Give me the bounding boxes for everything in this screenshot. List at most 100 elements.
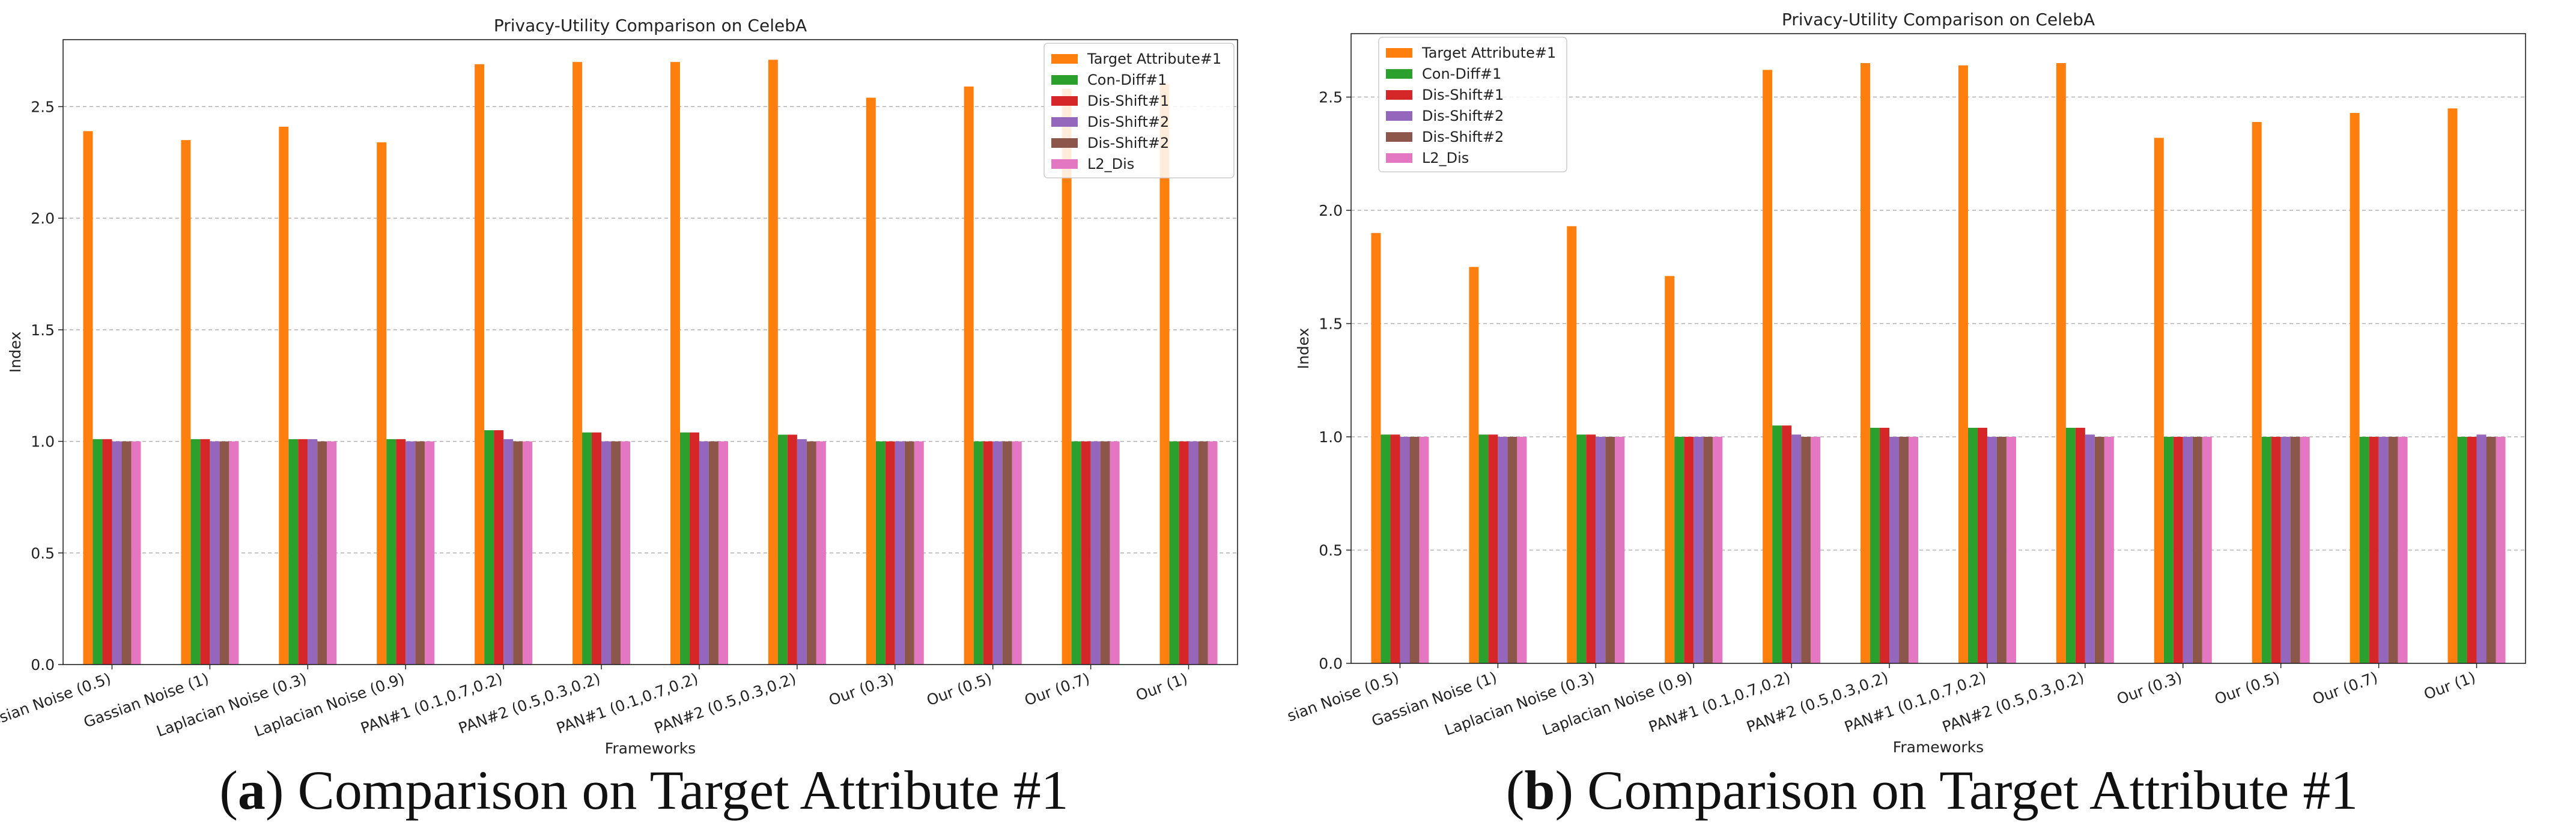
chart-b-svg: Privacy-Utility Comparison on CelebA 0.0 0… <box>1288 10 2526 756</box>
y-tick-label: 1.0 <box>31 433 55 451</box>
bar <box>1419 437 1429 663</box>
bar <box>102 439 112 665</box>
bar <box>1763 70 1773 664</box>
legend-swatch <box>1386 132 1412 142</box>
bar <box>2085 434 2095 663</box>
bar <box>1400 437 1410 663</box>
bar <box>1198 441 1208 665</box>
bar <box>1110 441 1120 665</box>
bar <box>2359 437 2369 663</box>
bar <box>582 432 592 665</box>
bar <box>2476 434 2486 663</box>
bar <box>1390 434 1400 663</box>
bar <box>914 441 924 665</box>
bar <box>2065 427 2076 663</box>
bar <box>1596 437 1606 663</box>
bar <box>1674 437 1684 663</box>
x-tick-label: Our (0.7) <box>1022 669 1092 709</box>
bar <box>1381 434 1391 663</box>
bar <box>777 434 788 665</box>
bar <box>1987 437 1997 663</box>
y-tick-label: 0.5 <box>31 544 55 562</box>
bar <box>484 430 494 665</box>
bar <box>1713 437 1723 663</box>
bar <box>2369 437 2379 663</box>
caption-b-label: b <box>1524 759 1555 821</box>
bar <box>1967 427 1978 663</box>
x-tick-label: Our (1) <box>2422 668 2478 703</box>
bar <box>1062 88 1072 665</box>
y-tick-label: 2.0 <box>31 210 55 227</box>
bar <box>904 441 914 665</box>
bar <box>573 62 583 665</box>
bar <box>523 441 533 665</box>
bar <box>1090 441 1101 665</box>
bar <box>806 441 816 665</box>
legend-swatch <box>1386 90 1412 100</box>
bar <box>513 441 523 665</box>
plot-frame <box>62 39 1238 665</box>
bar <box>1469 267 1479 663</box>
bar <box>1909 437 1919 663</box>
bar <box>1159 84 1170 665</box>
y-tick-label: 2.5 <box>31 98 55 115</box>
chart-title: Privacy-Utility Comparison on CelebA <box>494 16 807 35</box>
bar <box>210 441 220 665</box>
bar <box>885 441 895 665</box>
legend-swatch <box>1051 159 1078 169</box>
bar <box>503 439 514 665</box>
caption-a-label: a <box>237 759 266 821</box>
bar <box>200 439 210 665</box>
bar <box>787 434 797 665</box>
legend-box <box>1043 43 1235 178</box>
bar <box>670 62 680 665</box>
bar <box>689 432 699 665</box>
bar <box>1488 434 1498 663</box>
bar <box>494 430 504 665</box>
bar <box>1889 437 1900 663</box>
bar <box>973 441 983 665</box>
bar <box>2183 437 2193 663</box>
bar <box>406 441 416 665</box>
bar <box>327 441 337 665</box>
plot-frame <box>1350 33 2526 664</box>
bar <box>415 441 425 665</box>
bar <box>1958 65 1968 663</box>
bar <box>475 64 485 665</box>
bar <box>112 441 122 665</box>
bar <box>2290 437 2300 663</box>
bar <box>1684 437 1694 663</box>
bar <box>1615 437 1625 663</box>
legend-label: Dis-Shift#2 <box>1422 129 1504 145</box>
bar <box>601 441 612 665</box>
bar <box>190 439 201 665</box>
bar <box>219 441 229 665</box>
legend-swatch <box>1051 117 1078 127</box>
bar <box>2006 437 2016 663</box>
bar <box>1517 437 1527 663</box>
bar <box>1478 434 1489 663</box>
legend-label: Dis-Shift#1 <box>1087 93 1169 109</box>
bar <box>181 140 191 665</box>
bar <box>93 439 103 665</box>
bar <box>1576 434 1587 663</box>
legend-label: Target Attribute#1 <box>1421 44 1556 61</box>
bar <box>964 87 974 665</box>
legend-label: Dis-Shift#2 <box>1087 135 1169 151</box>
bar <box>1507 437 1517 663</box>
caption-b: (b) Comparison on Target Attribute #1 <box>1505 759 2359 821</box>
bar <box>2496 437 2506 663</box>
bar <box>1169 441 1179 665</box>
bar <box>1567 226 1577 663</box>
bar <box>1665 276 1675 663</box>
chart-a-svg: Privacy-Utility Comparison on CelebA 0.0 0… <box>0 16 1238 757</box>
bar <box>992 441 1003 665</box>
y-tick-label: 0.5 <box>1319 542 1343 559</box>
bar <box>1371 233 1381 664</box>
caption-a-text: ) Comparison on Target Attribute #1 <box>265 759 1069 821</box>
bar <box>718 441 728 665</box>
bar <box>386 439 396 665</box>
legend-box <box>1378 37 1567 172</box>
bar <box>1703 437 1713 663</box>
bar <box>1179 441 1189 665</box>
